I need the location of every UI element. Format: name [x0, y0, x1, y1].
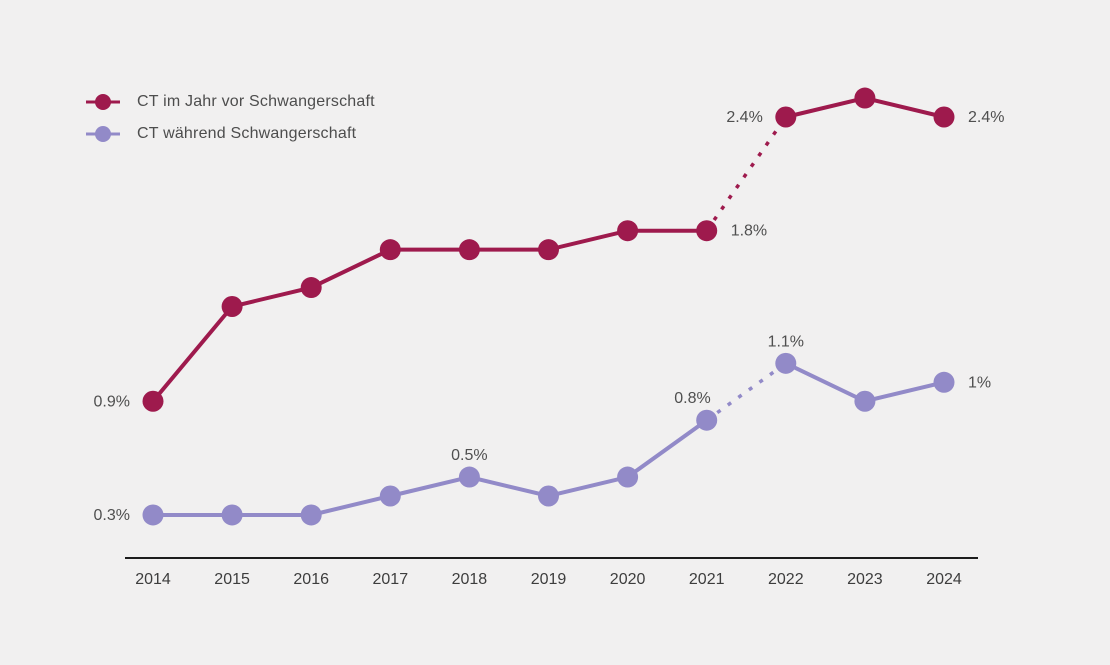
data-point [854, 390, 876, 412]
x-tick-label: 2024 [926, 571, 962, 588]
x-tick-label: 2020 [610, 571, 646, 588]
data-point [617, 220, 639, 242]
data-point [538, 239, 559, 261]
x-tick-label: 2019 [531, 571, 567, 588]
legend-marker-icon [86, 93, 120, 111]
data-point [538, 485, 559, 507]
series-line [151, 228, 707, 403]
data-point [933, 371, 955, 393]
x-tick-label: 2018 [452, 571, 488, 588]
data-point-label: 1.8% [731, 223, 767, 240]
legend-item-ct-before-pregnancy: CT im Jahr vor Schwangerschaft [86, 90, 375, 114]
data-point-label: 0.9% [94, 393, 130, 410]
x-tick-label: 2022 [768, 571, 804, 588]
data-point [458, 239, 480, 261]
x-tick-label: 2017 [373, 571, 409, 588]
data-point [854, 87, 876, 109]
data-point-label: 2.4% [726, 109, 762, 126]
data-point-label: 2.4% [968, 109, 1004, 126]
data-point [775, 106, 797, 128]
x-tick-label: 2023 [847, 571, 883, 588]
legend-label: CT während Schwangerschaft [137, 125, 357, 142]
data-point [142, 504, 164, 526]
data-point [221, 296, 243, 317]
x-tick-label: 2015 [214, 571, 250, 588]
legend-marker-icon [86, 125, 120, 143]
x-tick-label: 2014 [135, 571, 171, 588]
data-point [300, 504, 322, 526]
x-tick-label: 2021 [689, 571, 725, 588]
data-point [300, 277, 322, 299]
data-point-label: 1% [968, 374, 991, 391]
data-point-label: 1.1% [768, 333, 804, 350]
x-tick-label: 2016 [293, 571, 329, 588]
series-line [153, 418, 708, 517]
data-point [696, 220, 718, 242]
data-point [617, 466, 639, 488]
legend-label: CT im Jahr vor Schwangerschaft [137, 93, 375, 110]
data-point [696, 409, 718, 431]
data-point-label: 0.3% [94, 507, 130, 524]
data-point-label: 0.5% [451, 447, 487, 464]
series-dashed-segment [705, 116, 788, 232]
data-point [458, 466, 480, 488]
data-point [221, 504, 243, 526]
legend: CT im Jahr vor Schwangerschaft CT währen… [86, 90, 375, 154]
data-point-label: 0.8% [674, 390, 710, 407]
data-point [379, 239, 401, 261]
data-point [775, 352, 797, 374]
series-dashed-segment [705, 361, 787, 422]
data-point [142, 390, 164, 412]
legend-item-ct-during-pregnancy: CT während Schwangerschaft [86, 122, 375, 146]
data-point [933, 106, 955, 128]
data-point [379, 485, 401, 507]
